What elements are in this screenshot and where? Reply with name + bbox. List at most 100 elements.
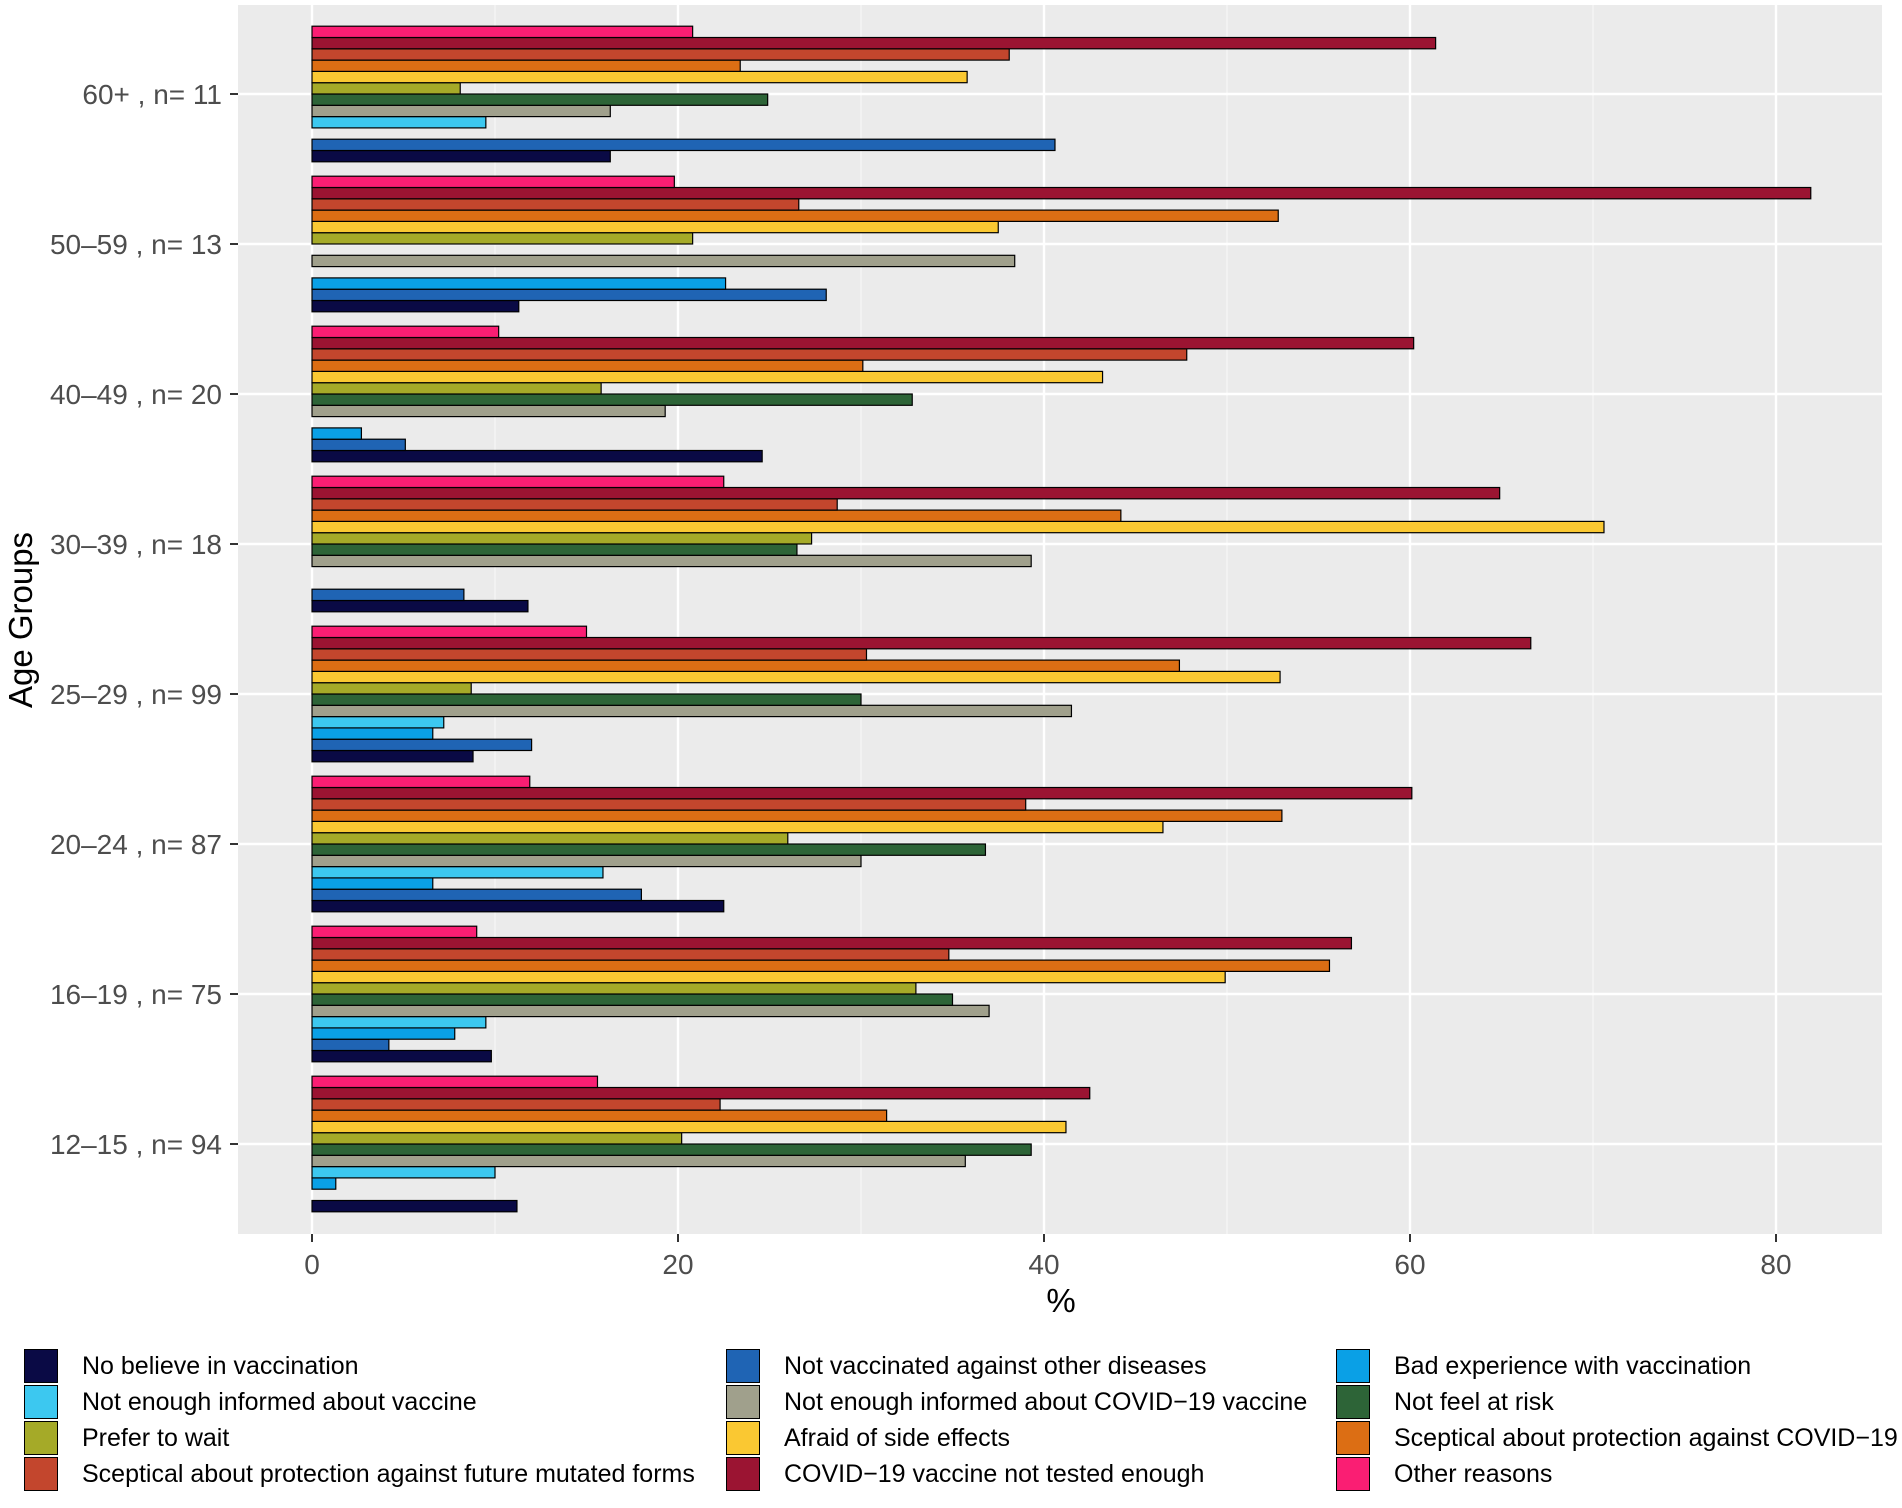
y-tick-label: 30–39 , n= 18	[50, 529, 222, 560]
bar	[311, 1120, 1067, 1134]
legend-key	[726, 1421, 760, 1455]
bar	[311, 1015, 487, 1029]
legend-item: No believe in vaccination	[24, 1348, 359, 1384]
legend-label: Sceptical about protection against COVID…	[1394, 1423, 1898, 1452]
bar	[311, 749, 474, 763]
bar	[311, 636, 1532, 650]
bar	[311, 1109, 888, 1122]
legend-label: Afraid of side effects	[784, 1423, 1011, 1452]
legend-key	[726, 1349, 760, 1383]
bar	[311, 104, 611, 118]
bar	[311, 175, 675, 189]
bar	[311, 659, 1181, 672]
bar	[311, 1075, 599, 1089]
legend-key	[24, 1349, 58, 1383]
bars	[311, 25, 1812, 1213]
bar	[311, 299, 520, 313]
legend-key	[1336, 1349, 1370, 1383]
legend-item: Other reasons	[1336, 1456, 1552, 1492]
bar	[311, 820, 1164, 834]
legend-key	[726, 1457, 760, 1491]
bar	[311, 393, 913, 406]
bar	[311, 325, 500, 339]
y-tick-label: 60+ , n= 11	[82, 79, 222, 110]
bar	[311, 59, 741, 72]
bar	[311, 809, 1283, 822]
legend-label: Not enough informed about vaccine	[82, 1387, 477, 1416]
bar	[311, 993, 954, 1006]
legend: No believe in vaccination Not vaccinated …	[0, 1349, 1902, 1502]
bar	[311, 704, 1073, 718]
bar	[311, 727, 434, 740]
bar	[311, 948, 950, 961]
chart: 12–15 , n= 94 16–19 , n= 75 20–24 , n= 87 2…	[2, 5, 1882, 1319]
bar	[311, 738, 533, 752]
bar	[311, 786, 1413, 800]
legend-label: No believe in vaccination	[82, 1351, 359, 1380]
legend-item: Not feel at risk	[1336, 1384, 1554, 1420]
bar	[311, 82, 461, 95]
bar	[311, 232, 694, 245]
bar	[311, 70, 968, 84]
bar	[311, 625, 588, 639]
bar	[311, 554, 1032, 568]
legend-key	[24, 1457, 58, 1491]
bar	[311, 1049, 492, 1063]
bar	[311, 832, 789, 845]
bar	[311, 599, 529, 613]
y-tick-label: 50–59 , n= 13	[50, 229, 222, 260]
x-axis-title: %	[1046, 1282, 1075, 1319]
legend-key	[726, 1385, 760, 1419]
bar	[311, 877, 434, 890]
legend-key	[1336, 1457, 1370, 1491]
y-tick-label: 25–29 , n= 99	[50, 679, 222, 710]
bar	[311, 888, 642, 902]
bar	[311, 1098, 721, 1111]
bar	[311, 715, 445, 729]
legend-item: Not enough informed about vaccine	[24, 1384, 477, 1420]
x-tick-label: 40	[1028, 1249, 1059, 1280]
bar	[311, 348, 1188, 361]
bar	[311, 1143, 1032, 1156]
legend-label: Prefer to wait	[82, 1423, 230, 1452]
bar	[311, 209, 1279, 223]
legend-key	[1336, 1385, 1370, 1419]
bar	[311, 670, 1281, 684]
bar	[311, 25, 694, 39]
y-tick-label: 20–24 , n= 87	[50, 829, 222, 860]
x-tick-label: 20	[662, 1249, 693, 1280]
bar	[311, 498, 838, 511]
bar	[311, 1165, 496, 1179]
bar	[311, 1086, 1091, 1100]
bar	[311, 509, 1122, 523]
x-axis: 0 20 40 60 80	[304, 1234, 1792, 1280]
bar	[311, 865, 604, 879]
legend-item: Sceptical about protection against futur…	[24, 1456, 695, 1492]
bar	[311, 1038, 390, 1052]
legend-item: Sceptical about protection against COVID…	[1336, 1420, 1898, 1456]
bar	[311, 198, 800, 211]
legend-key	[1336, 1421, 1370, 1455]
bar	[311, 370, 1104, 384]
bar	[311, 186, 1812, 200]
bar	[311, 798, 1027, 811]
bar	[311, 682, 472, 695]
legend-item: Bad experience with vaccination	[1336, 1348, 1751, 1384]
bar	[311, 36, 1437, 50]
bar	[311, 336, 1415, 350]
bar	[311, 1199, 518, 1213]
legend-key	[24, 1385, 58, 1419]
y-axis-title: Age Groups	[2, 532, 39, 708]
legend-item: COVID−19 vaccine not tested enough	[726, 1456, 1204, 1492]
legend-item: Not vaccinated against other diseases	[726, 1348, 1206, 1384]
bar	[311, 936, 1353, 950]
bar	[311, 843, 987, 856]
bar	[311, 1154, 966, 1168]
y-axis: 12–15 , n= 94 16–19 , n= 75 20–24 , n= 87 2…	[50, 79, 238, 1160]
legend-label: Not enough informed about COVID−19 vacci…	[784, 1387, 1308, 1416]
bar	[311, 648, 868, 661]
legend-item: Not enough informed about COVID−19 vacci…	[726, 1384, 1307, 1420]
y-tick-label: 12–15 , n= 94	[50, 1129, 222, 1160]
bar	[311, 288, 827, 302]
legend-label: Sceptical about protection against futur…	[82, 1459, 695, 1488]
